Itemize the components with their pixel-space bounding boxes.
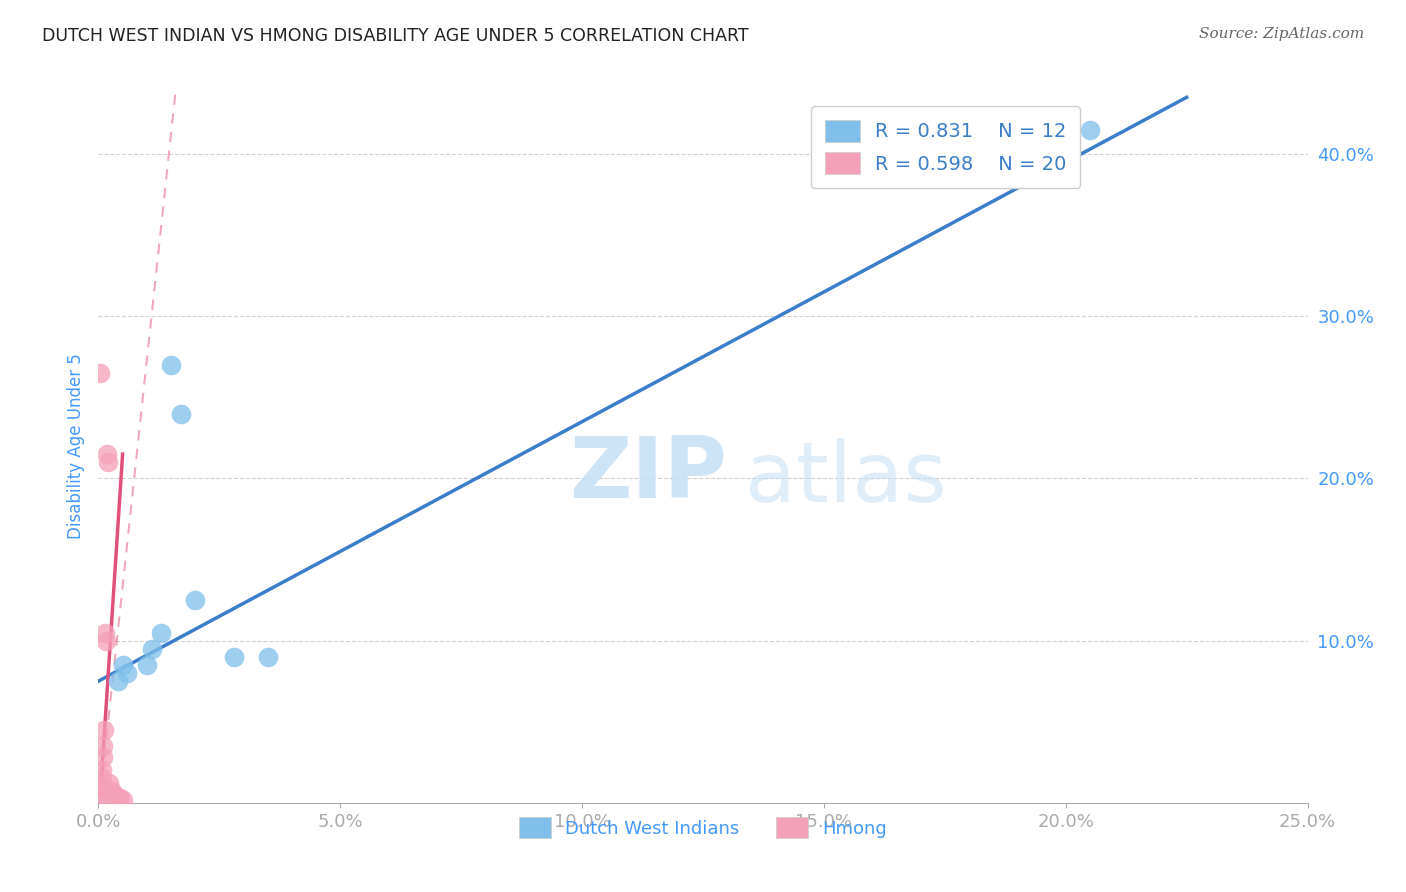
Point <box>90 780 112 794</box>
Point <box>104 789 127 804</box>
Point <box>107 791 129 805</box>
Point <box>98 776 121 790</box>
Point <box>94 633 117 648</box>
Point <box>256 649 278 664</box>
Text: ZIP: ZIP <box>569 433 727 516</box>
Point <box>96 447 118 461</box>
Point <box>101 786 124 800</box>
Point <box>90 788 112 802</box>
Point <box>91 750 114 764</box>
Text: DUTCH WEST INDIAN VS HMONG DISABILITY AGE UNDER 5 CORRELATION CHART: DUTCH WEST INDIAN VS HMONG DISABILITY AG… <box>42 27 749 45</box>
Point <box>89 791 111 805</box>
Point <box>1078 122 1101 136</box>
Point <box>160 358 183 372</box>
Text: atlas: atlas <box>745 438 948 518</box>
Point <box>100 782 122 797</box>
Point <box>90 772 112 786</box>
Point <box>93 625 115 640</box>
Point <box>91 764 114 778</box>
Point <box>117 666 139 681</box>
Text: Source: ZipAtlas.com: Source: ZipAtlas.com <box>1198 27 1364 41</box>
Legend: Dutch West Indians, Hmong: Dutch West Indians, Hmong <box>509 808 897 847</box>
Point <box>169 407 191 421</box>
Point <box>91 739 114 753</box>
Point <box>89 366 111 380</box>
Point <box>93 723 115 737</box>
Point <box>222 649 245 664</box>
Point <box>111 657 134 672</box>
Point <box>97 455 120 469</box>
Point <box>107 674 129 689</box>
Y-axis label: Disability Age Under 5: Disability Age Under 5 <box>66 353 84 539</box>
Point <box>150 625 173 640</box>
Point <box>184 593 207 607</box>
Point <box>135 657 157 672</box>
Point <box>111 792 134 806</box>
Point <box>141 641 163 656</box>
Point <box>108 791 131 805</box>
